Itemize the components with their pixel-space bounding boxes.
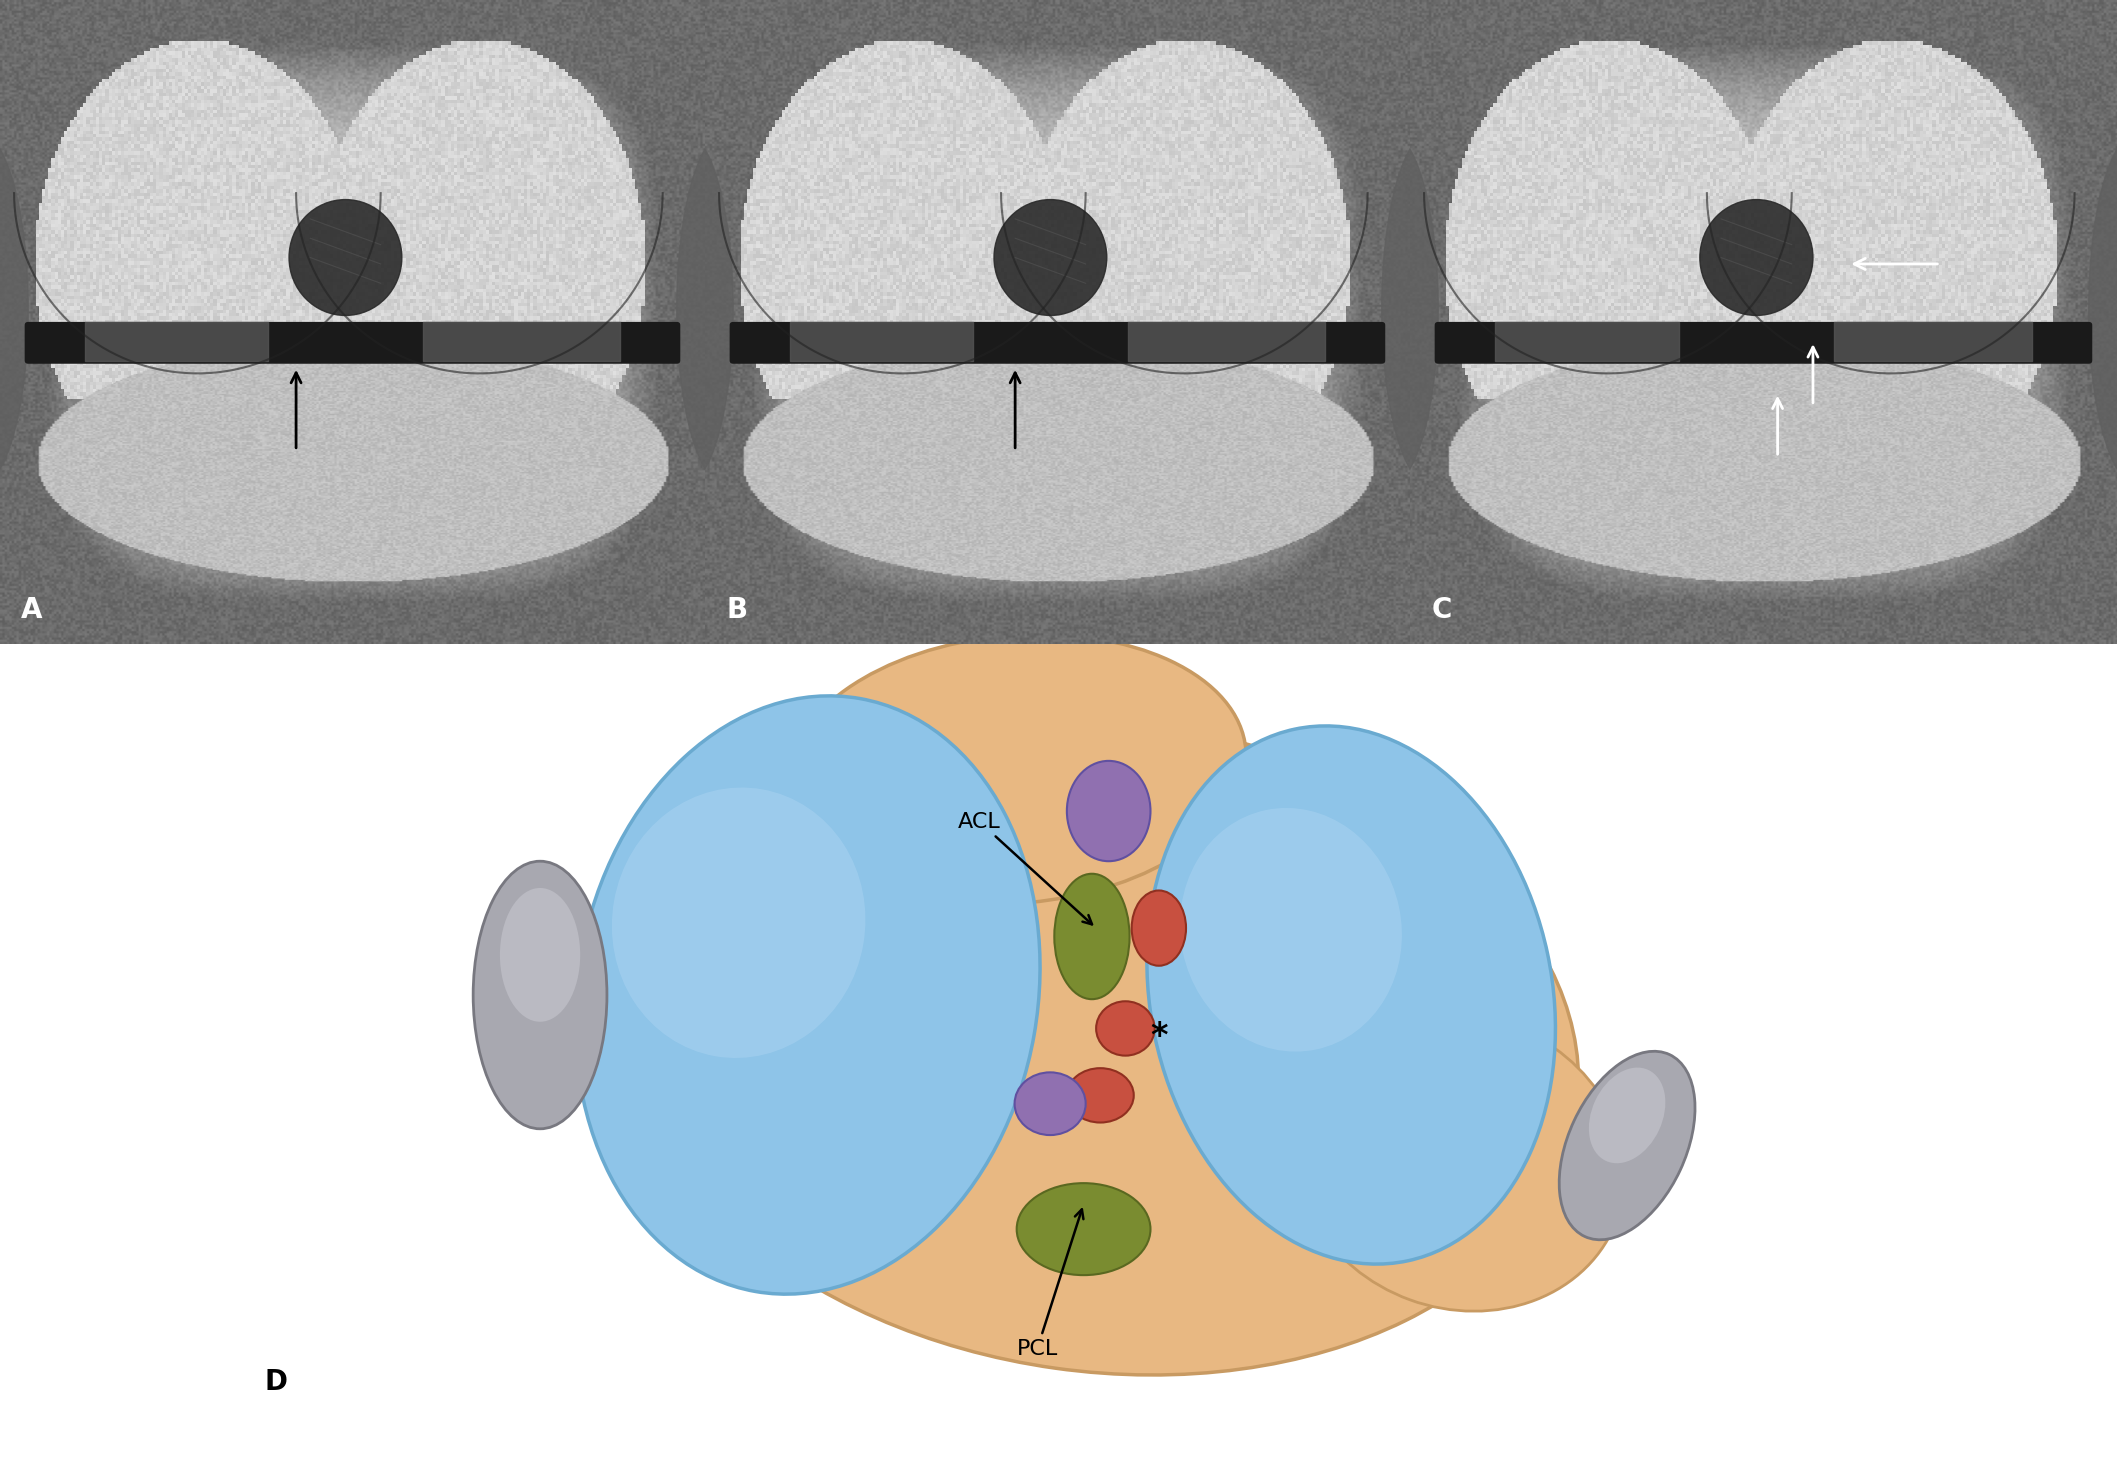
Text: B: B (726, 596, 747, 625)
Text: ACL: ACL (959, 811, 1092, 925)
Ellipse shape (1560, 1051, 1696, 1240)
Ellipse shape (1700, 200, 1812, 315)
Ellipse shape (1179, 808, 1401, 1052)
FancyBboxPatch shape (730, 323, 1385, 364)
Ellipse shape (1067, 761, 1150, 861)
Ellipse shape (500, 888, 580, 1021)
Ellipse shape (788, 635, 1247, 904)
Text: PCL: PCL (1016, 1209, 1084, 1359)
Ellipse shape (290, 200, 402, 315)
Ellipse shape (1296, 1014, 1626, 1311)
Ellipse shape (1590, 1067, 1666, 1163)
Ellipse shape (2089, 132, 2117, 485)
Ellipse shape (622, 715, 1579, 1375)
Text: D: D (265, 1369, 288, 1397)
Ellipse shape (0, 132, 28, 485)
Ellipse shape (1097, 1002, 1154, 1055)
FancyBboxPatch shape (25, 323, 680, 364)
Ellipse shape (474, 861, 608, 1129)
FancyBboxPatch shape (1435, 323, 2092, 364)
Ellipse shape (1133, 891, 1186, 966)
Ellipse shape (1147, 725, 1556, 1264)
Text: *: * (1150, 1020, 1169, 1054)
Ellipse shape (677, 132, 775, 485)
Ellipse shape (612, 787, 866, 1058)
Ellipse shape (576, 696, 1039, 1294)
Ellipse shape (1067, 1069, 1135, 1122)
Text: C: C (1431, 596, 1452, 625)
Ellipse shape (635, 132, 732, 485)
Ellipse shape (1340, 132, 1437, 485)
Text: A: A (21, 596, 42, 625)
Ellipse shape (1054, 873, 1130, 999)
Ellipse shape (1014, 1073, 1086, 1135)
Ellipse shape (1016, 1183, 1150, 1276)
Ellipse shape (995, 200, 1107, 315)
Ellipse shape (1382, 132, 1480, 485)
